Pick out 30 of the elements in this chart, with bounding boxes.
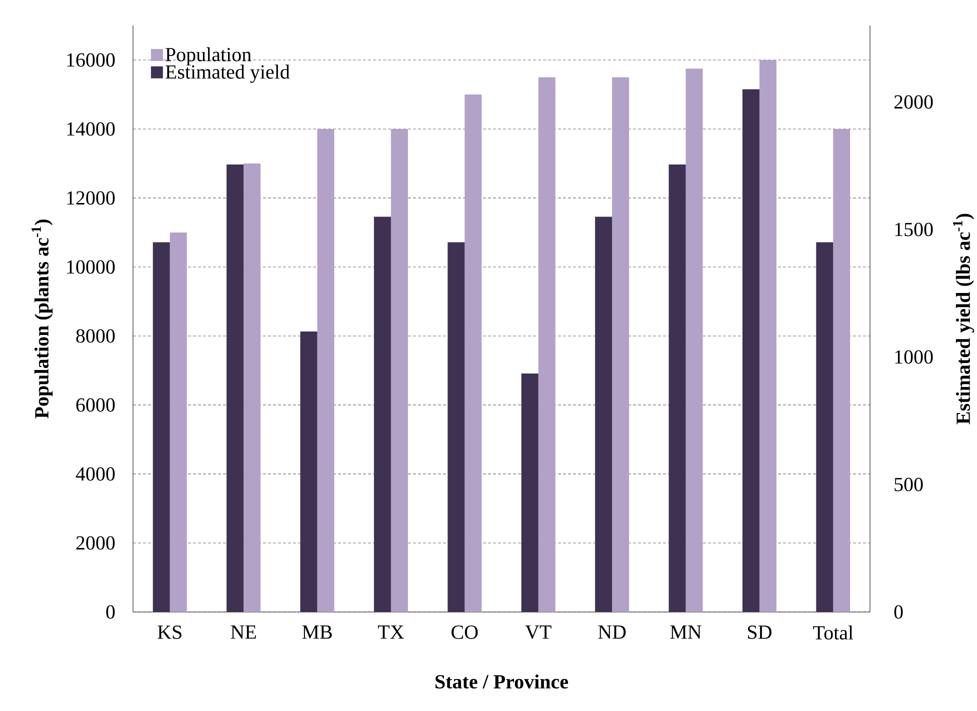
x-tick-label: SD xyxy=(748,626,772,639)
x-tick-label: Total xyxy=(813,626,854,640)
y-axis-title: Population (plants ac$^{-1}$) xyxy=(32,220,53,418)
y-tick-label: 12000 xyxy=(67,191,115,205)
x-tick-label: MB xyxy=(302,626,332,639)
y2-axis-title: Estimated yield (lbs ac$^{-1}$) xyxy=(953,214,974,424)
x-tick-label: NE xyxy=(230,626,256,639)
y2-tick-label: 0 xyxy=(894,605,903,619)
y2-tick-label: 1000 xyxy=(895,350,933,364)
legend-label: Estimated yield xyxy=(166,64,290,83)
x-tick-label: CO xyxy=(452,626,478,639)
x-tick-label: TX xyxy=(378,626,404,639)
bar xyxy=(538,77,556,612)
y2-tick-label: 1500 xyxy=(895,222,933,236)
y-tick-label: 16000 xyxy=(67,53,115,67)
y-tick-label: 8000 xyxy=(76,329,115,343)
x-tick-label: MN xyxy=(670,626,702,639)
y2-tick-label: 2000 xyxy=(894,95,933,109)
x-axis-title: State / Province xyxy=(436,674,568,689)
y-tick-label: 0 xyxy=(106,605,115,619)
y-tick-label: 6000 xyxy=(76,398,115,412)
x-tick-label: VT xyxy=(525,626,552,639)
y-tick-label: 4000 xyxy=(76,467,115,481)
y-tick-label: 2000 xyxy=(76,536,115,550)
x-tick-label: ND xyxy=(598,626,626,639)
y-tick-label: 10000 xyxy=(67,260,115,274)
y-tick-label: 14000 xyxy=(67,122,115,136)
legend-label: Population xyxy=(166,47,252,66)
x-tick-label: KS xyxy=(158,626,182,639)
y2-tick-label: 500 xyxy=(894,478,923,492)
